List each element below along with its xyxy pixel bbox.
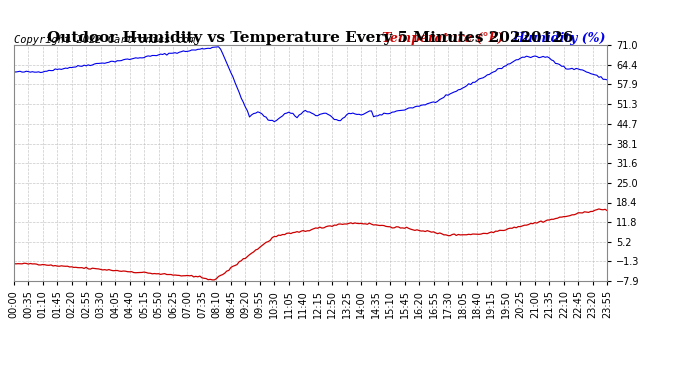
Text: Copyright 2022 Cartronics.com: Copyright 2022 Cartronics.com [14, 34, 195, 45]
Text: Temperature (°F): Temperature (°F) [382, 32, 503, 45]
Title: Outdoor Humidity vs Temperature Every 5 Minutes 20220126: Outdoor Humidity vs Temperature Every 5 … [48, 31, 573, 45]
Text: Humidity (%): Humidity (%) [512, 32, 606, 45]
